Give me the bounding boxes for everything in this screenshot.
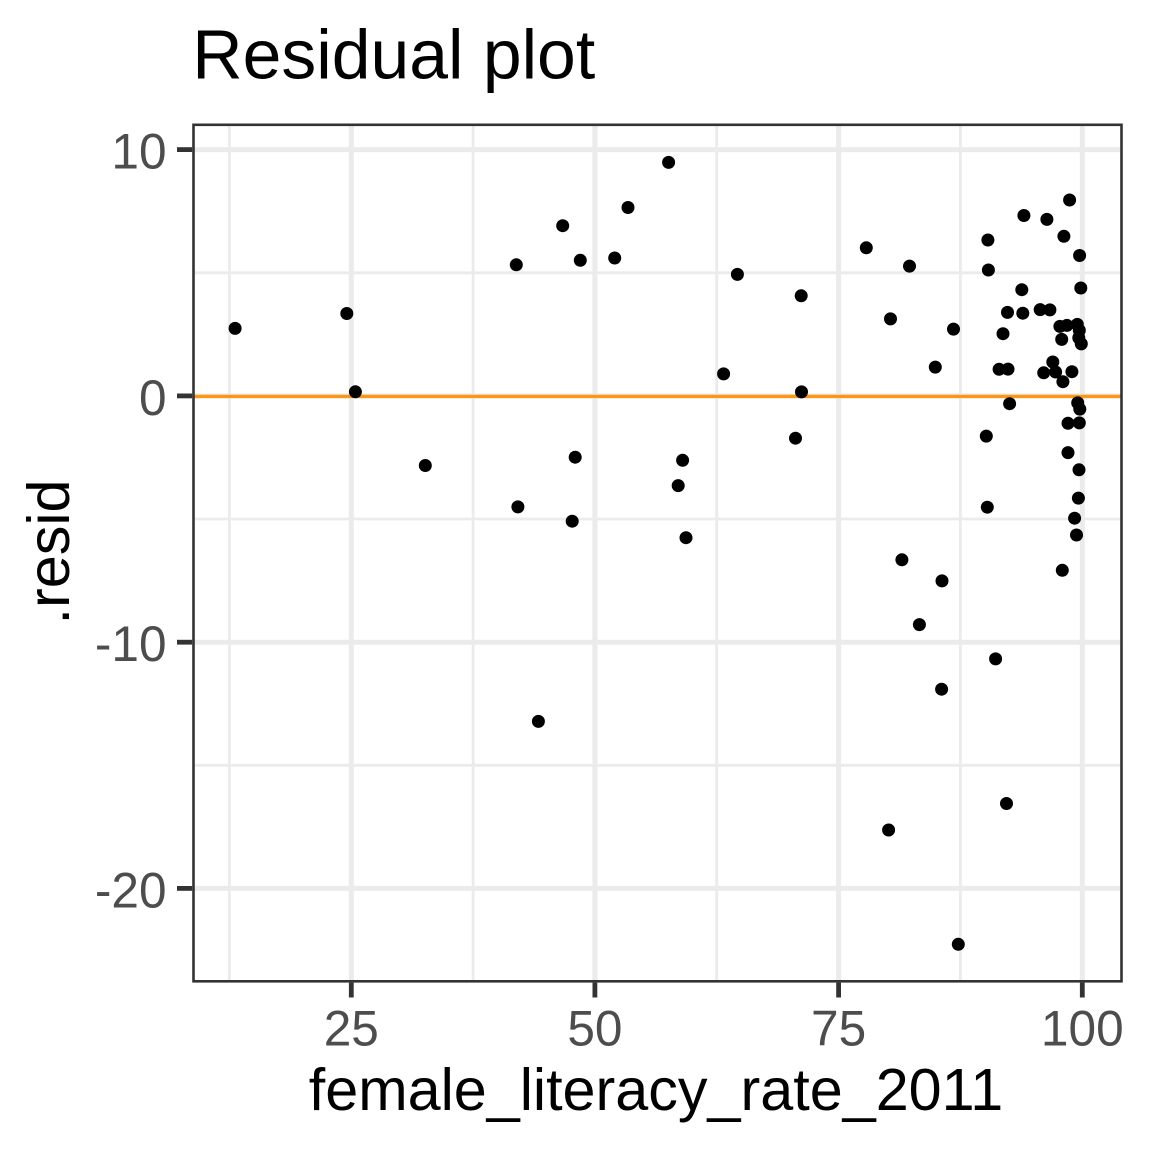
svg-text:75: 75	[811, 1000, 866, 1056]
svg-text:0: 0	[139, 370, 167, 426]
svg-text:25: 25	[324, 1000, 379, 1056]
svg-text:-10: -10	[95, 616, 167, 672]
svg-text:50: 50	[567, 1000, 622, 1056]
svg-text:-20: -20	[95, 862, 167, 918]
svg-text:.resid: .resid	[15, 480, 82, 625]
svg-text:female_literacy_rate_2011: female_literacy_rate_2011	[309, 1056, 1003, 1123]
svg-text:Residual plot: Residual plot	[192, 16, 595, 94]
svg-text:100: 100	[1041, 1000, 1124, 1056]
svg-text:10: 10	[111, 124, 166, 180]
